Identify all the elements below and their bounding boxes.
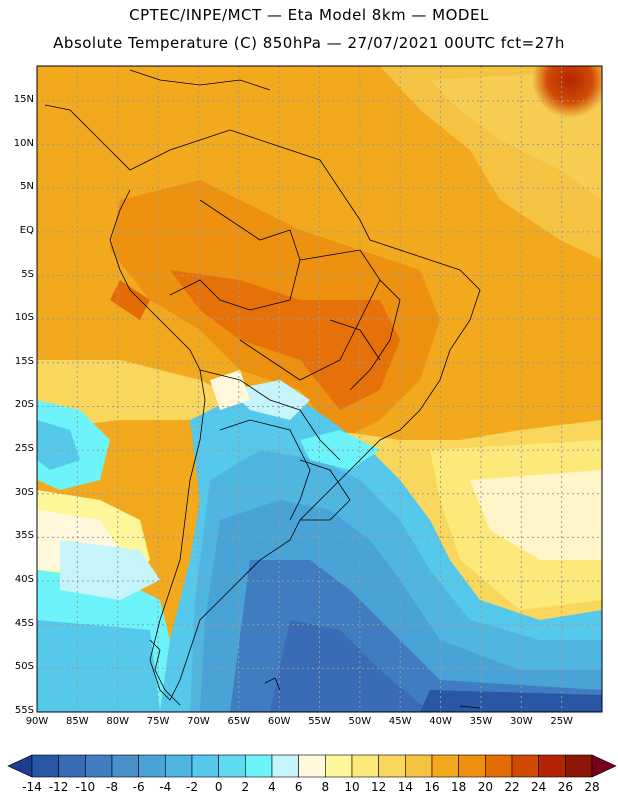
colorbar-label: -10 <box>75 780 96 794</box>
lat-label: 5S <box>21 268 34 280</box>
lat-label: 15S <box>14 355 34 367</box>
colorbar-label: 2 <box>241 780 250 794</box>
colorbar-label: -14 <box>22 780 42 794</box>
lon-label: 90W <box>25 716 49 727</box>
colorbar-bin <box>191 754 219 778</box>
lat-label: 5N <box>20 181 34 193</box>
colorbar-bin <box>85 754 113 778</box>
colorbar-bin <box>565 754 593 778</box>
colorbar-label: 24 <box>531 780 547 794</box>
colorbar-bin <box>378 754 406 778</box>
colorbar-label: -4 <box>159 780 172 794</box>
lat-label: 15N <box>13 93 34 105</box>
colorbar-bin <box>58 754 86 778</box>
lat-label: 45S <box>14 617 34 629</box>
colorbar-bin <box>485 754 513 778</box>
lon-label: 70W <box>187 716 210 727</box>
colorbar-label: 10 <box>344 780 360 794</box>
title-line-2: Absolute Temperature (C) 850hPa — 27/07/… <box>53 34 565 52</box>
lat-label: EQ <box>19 224 34 236</box>
colorbar-label: 16 <box>424 780 440 794</box>
colorbar-label: 8 <box>321 780 330 794</box>
colorbar-bin <box>111 754 139 778</box>
colorbar-label: -6 <box>132 780 145 794</box>
colorbar-bin <box>405 754 433 778</box>
colorbar-bin <box>271 754 299 778</box>
coastlines <box>44 69 481 709</box>
lat-label: 40S <box>14 574 34 586</box>
colorbar-bin <box>218 754 246 778</box>
map-frame <box>36 65 603 713</box>
lon-label: 45W <box>388 716 412 727</box>
colorbar-label: -8 <box>106 780 118 794</box>
lon-label: 80W <box>106 716 130 727</box>
colorbar-bin <box>245 754 273 778</box>
lon-label: 25W <box>550 716 573 727</box>
lat-label: 10N <box>13 137 34 149</box>
colorbar-label: 14 <box>397 780 413 794</box>
temperature-field <box>37 66 602 712</box>
colorbar-label: 20 <box>477 780 493 794</box>
lon-label: 75W <box>146 716 170 727</box>
lat-label: 50S <box>14 661 34 673</box>
colorbar-label: 4 <box>268 780 276 794</box>
lon-label: 40W <box>429 716 452 727</box>
lat-label: 10S <box>14 312 34 324</box>
colorbar-bin <box>511 754 539 778</box>
colorbar-label: -12 <box>48 780 69 794</box>
colorbar-label: 22 <box>504 780 520 794</box>
lon-label: 55W <box>308 716 331 727</box>
colorbar-bin <box>351 754 379 778</box>
title-line-1: CPTEC/INPE/MCT — Eta Model 8km — MODEL <box>129 6 489 24</box>
colorbar-bin <box>138 754 166 778</box>
colorbar-bin <box>538 754 566 778</box>
lon-label: 30W <box>509 716 533 727</box>
colorbar-label: 12 <box>371 780 387 794</box>
lon-label: 85W <box>66 716 89 727</box>
lon-label: 65W <box>227 716 251 727</box>
colorbar-bin <box>31 754 59 778</box>
colorbar-arrow-high <box>591 754 617 778</box>
colorbar-bin <box>298 754 326 778</box>
colorbar-bin <box>431 754 459 778</box>
lon-label: 35W <box>469 716 493 727</box>
lon-label: 60W <box>267 716 291 727</box>
lat-label: 25S <box>14 443 34 455</box>
colorbar-arrow-low <box>7 754 33 778</box>
colorbar-label: 26 <box>557 780 573 794</box>
colorbar-bin <box>325 754 353 778</box>
colorbar-label: 18 <box>451 780 467 794</box>
lat-label: 20S <box>14 399 34 411</box>
colorbar-label: 6 <box>294 780 303 794</box>
colorbar-label: -2 <box>186 780 198 794</box>
lat-label: 55S <box>14 705 34 716</box>
colorbar-label: 28 <box>584 780 600 794</box>
lat-label: 30S <box>14 486 34 498</box>
lon-label: 50W <box>348 716 372 727</box>
colorbar <box>7 754 617 778</box>
colorbar-bin <box>458 754 486 778</box>
colorbar-bin <box>165 754 193 778</box>
colorbar-label: 0 <box>214 780 223 794</box>
lat-label: 35S <box>14 530 34 542</box>
